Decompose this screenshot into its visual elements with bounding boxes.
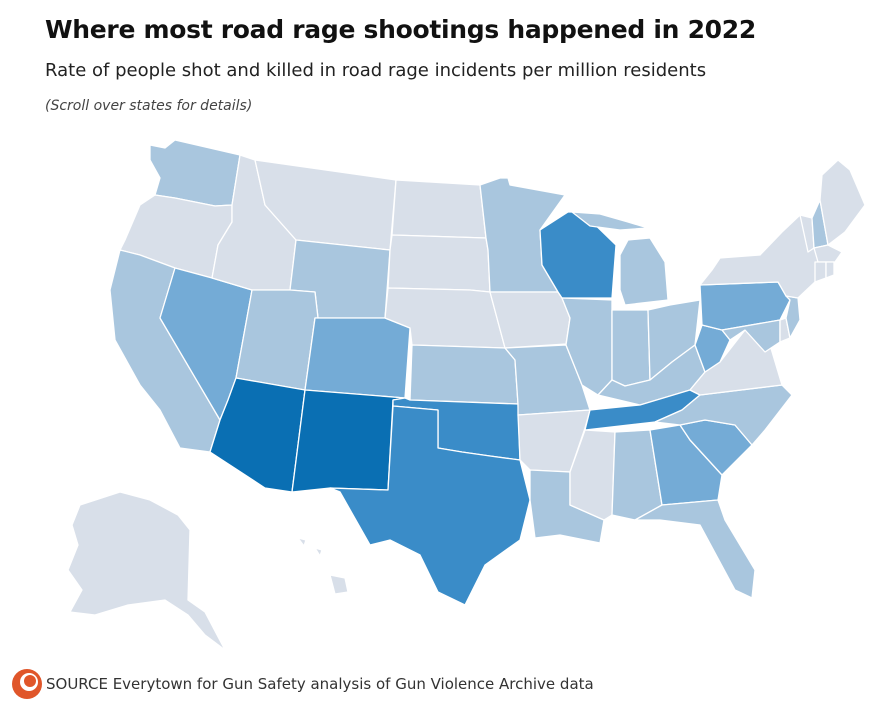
us-choropleth-map (67, 139, 866, 651)
state-ks[interactable] (409, 344, 519, 405)
state-ak[interactable] (67, 491, 226, 651)
state-sd[interactable] (387, 234, 491, 293)
state-ca[interactable] (109, 249, 221, 453)
chart-title: Where most road rage shootings happened … (45, 15, 756, 44)
state-mi-upper[interactable] (571, 211, 649, 231)
state-in[interactable] (611, 309, 651, 387)
state-hi[interactable] (297, 537, 349, 595)
state-fl[interactable] (634, 499, 756, 599)
state-nc[interactable] (654, 384, 793, 446)
scroll-instruction-note: (Scroll over states for details) (45, 98, 253, 114)
chart-subtitle: Rate of people shot and killed in road r… (45, 60, 707, 81)
publisher-logo-icon (12, 669, 42, 699)
state-ma[interactable] (813, 244, 843, 263)
state-co[interactable] (304, 317, 411, 399)
state-tx[interactable] (329, 405, 531, 606)
state-nm[interactable] (291, 389, 406, 493)
footer: SOURCE Everytown for Gun Safety analysis… (10, 664, 594, 704)
state-ri[interactable] (825, 261, 835, 279)
states-layer (67, 139, 866, 651)
state-me[interactable] (819, 159, 866, 246)
state-ct[interactable] (814, 261, 827, 283)
state-mi[interactable] (619, 237, 669, 306)
state-nd[interactable] (391, 179, 487, 239)
source-credit: SOURCE Everytown for Gun Safety analysis… (46, 675, 594, 693)
